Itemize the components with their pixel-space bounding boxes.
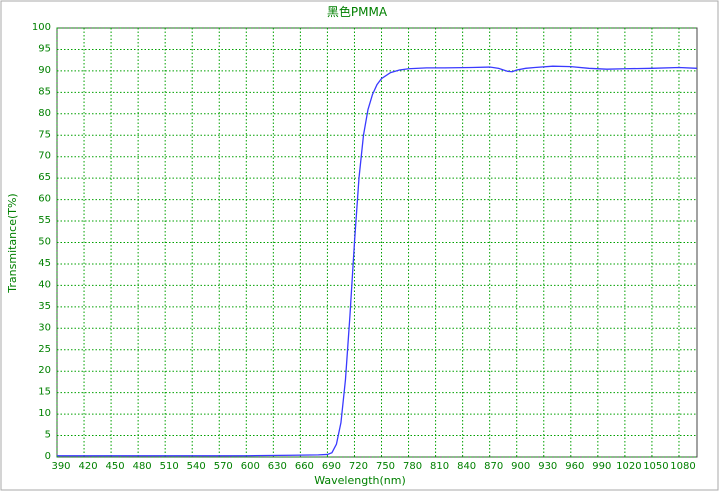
y-tick-label: 65 <box>38 172 51 183</box>
x-tick-label: 720 <box>349 461 368 472</box>
x-tick-label: 540 <box>187 461 206 472</box>
y-tick-label: 90 <box>38 65 51 76</box>
y-tick-label: 25 <box>38 344 51 355</box>
x-tick-label: 600 <box>241 461 260 472</box>
x-tick-label: 1050 <box>643 461 668 472</box>
y-tick-label: 100 <box>32 22 51 33</box>
x-tick-label: 870 <box>484 461 503 472</box>
y-tick-label: 45 <box>38 258 51 269</box>
x-tick-label: 960 <box>565 461 584 472</box>
y-tick-label: 35 <box>38 301 51 312</box>
y-tick-label: 40 <box>38 279 51 290</box>
x-tick-label: 930 <box>538 461 557 472</box>
y-tick-label: 95 <box>38 43 51 54</box>
x-tick-label: 450 <box>106 461 125 472</box>
x-tick-label: 1080 <box>670 461 695 472</box>
x-tick-label: 480 <box>133 461 152 472</box>
y-tick-label: 55 <box>38 215 51 226</box>
x-tick-label: 840 <box>457 461 476 472</box>
data-line <box>57 65 698 457</box>
y-tick-label: 5 <box>45 430 51 441</box>
chart-title: 黑色PMMA <box>327 5 388 19</box>
y-axis-label: Transmitance(T%) <box>6 193 19 293</box>
x-tick-label: 570 <box>214 461 233 472</box>
x-tick-label: 510 <box>160 461 179 472</box>
x-tick-label: 900 <box>511 461 530 472</box>
y-tick-label: 75 <box>38 129 51 140</box>
x-tick-label: 990 <box>592 461 611 472</box>
y-tick-label: 15 <box>38 387 51 398</box>
y-tick-label: 0 <box>45 451 51 462</box>
x-tick-label: 420 <box>78 461 97 472</box>
y-tick-label: 30 <box>38 322 51 333</box>
x-tick-label: 390 <box>51 461 70 472</box>
x-axis-label: Wavelength(nm) <box>314 474 406 487</box>
x-tick-label: 1020 <box>616 461 641 472</box>
y-tick-label: 60 <box>38 194 51 205</box>
y-tick-label: 80 <box>38 108 51 119</box>
x-tick-label: 750 <box>376 461 395 472</box>
x-tick-label: 780 <box>403 461 422 472</box>
x-tick-label: 660 <box>295 461 314 472</box>
y-tick-label: 85 <box>38 86 51 97</box>
x-tick-label: 690 <box>322 461 341 472</box>
y-tick-label: 20 <box>38 365 51 376</box>
y-tick-label: 50 <box>38 237 51 248</box>
x-tick-label: 630 <box>268 461 287 472</box>
y-tick-label: 70 <box>38 151 51 162</box>
x-tick-label: 810 <box>430 461 449 472</box>
y-tick-label: 10 <box>38 408 51 419</box>
